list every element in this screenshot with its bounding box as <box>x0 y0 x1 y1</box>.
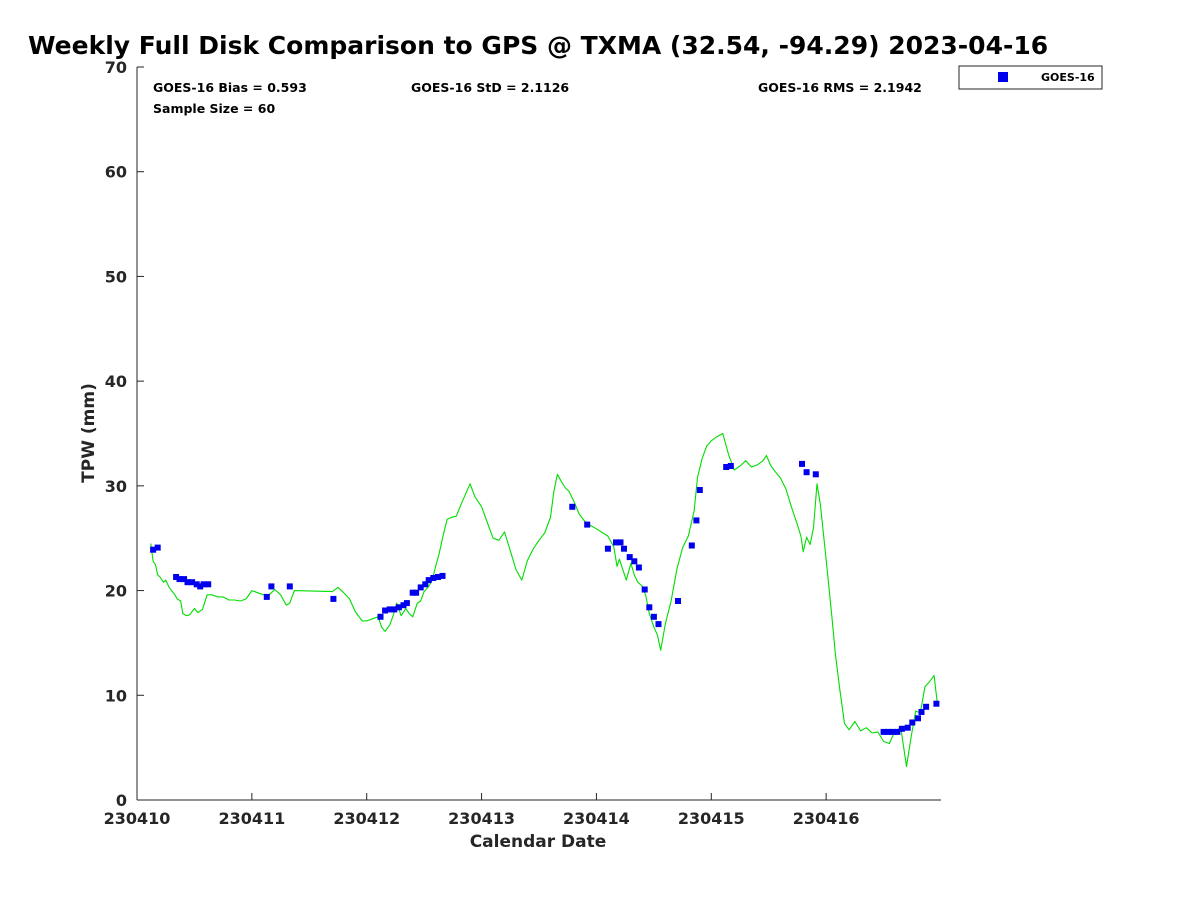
goes16-point <box>400 602 407 609</box>
x-axis-label: Calendar Date <box>470 832 607 852</box>
goes16-point <box>150 546 157 553</box>
goes16-point <box>918 709 925 715</box>
goes16-point <box>439 572 446 579</box>
goes16-point <box>189 579 196 586</box>
goes16-point <box>422 581 429 588</box>
goes16-point <box>631 558 638 565</box>
goes16-point <box>923 703 930 710</box>
goes16-point <box>675 598 681 604</box>
goes16-point <box>915 715 921 722</box>
x-tick-label: 230415 <box>678 809 745 828</box>
goes16-point <box>391 606 398 613</box>
x-tick-label: 230412 <box>333 809 400 828</box>
goes16-point <box>200 581 207 588</box>
goes16-point <box>621 545 627 552</box>
goes16-point <box>909 719 916 726</box>
goes16-point <box>650 613 657 620</box>
x-tick-label: 230410 <box>104 809 171 828</box>
goes16-point <box>330 595 337 602</box>
chart-title: Weekly Full Disk Comparison to GPS @ TXM… <box>28 31 1048 60</box>
plot-background <box>137 67 941 800</box>
legend-box <box>958 65 1103 90</box>
y-tick-label: 30 <box>105 477 127 496</box>
goes16-point <box>382 607 389 614</box>
goes16-point <box>430 575 437 581</box>
goes16-point <box>584 521 591 528</box>
x-tick-label: 230411 <box>218 809 285 828</box>
sample-size-stat: Sample Size = 60 <box>153 101 275 116</box>
goes16-point <box>173 574 180 580</box>
goes16-point <box>263 593 270 600</box>
y-tick-label: 50 <box>105 267 127 286</box>
y-tick-label: 10 <box>105 686 127 705</box>
goes16-point <box>626 554 633 561</box>
y-tick-label: 70 <box>105 58 127 77</box>
goes16-point <box>184 579 191 586</box>
goes16-point <box>613 539 619 546</box>
goes16-series <box>150 460 940 735</box>
y-tick-label: 60 <box>105 163 127 182</box>
goes16-point <box>386 606 393 613</box>
goes16-point <box>409 589 416 596</box>
goes16-point <box>604 545 611 552</box>
goes16-point <box>641 586 648 593</box>
goes16-point <box>812 471 819 478</box>
goes16-point <box>635 564 642 571</box>
goes16-point <box>286 583 293 590</box>
goes16-point <box>205 581 212 588</box>
goes16-point <box>727 463 734 469</box>
goes16-point <box>413 589 420 596</box>
goes16-point <box>696 487 703 493</box>
goes16-point <box>646 604 653 611</box>
goes16-point <box>434 574 441 580</box>
goes16-point <box>889 728 896 735</box>
y-tick-label: 20 <box>105 582 127 601</box>
goes16-point <box>898 725 905 732</box>
gps-series <box>150 432 939 768</box>
goes16-point <box>803 469 810 476</box>
goes16-point <box>403 600 410 607</box>
goes16-point <box>154 544 161 551</box>
goes16-point <box>425 577 432 584</box>
goes16-point <box>723 464 730 470</box>
goes16-point <box>268 583 275 590</box>
y-axis-label: TPW (mm) <box>79 383 99 483</box>
gps-line <box>150 432 939 768</box>
x-axis-ticks: 230410 230411 230412 230413 230414 230415 2304… <box>104 793 860 828</box>
goes16-point <box>176 576 183 583</box>
goes16-point <box>617 539 624 546</box>
y-tick-label: 0 <box>116 791 127 810</box>
x-tick-label: 230414 <box>563 809 630 828</box>
goes16-point <box>799 460 805 467</box>
goes16-point <box>693 517 700 524</box>
bias-stat: GOES-16 Bias = 0.593 <box>153 80 307 95</box>
goes16-point <box>880 728 887 735</box>
rms-stat: GOES-16 RMS = 2.1942 <box>758 80 922 95</box>
goes16-point <box>894 728 901 735</box>
goes16-point <box>377 613 384 620</box>
std-stat: GOES-16 StD = 2.1126 <box>411 80 569 95</box>
goes16-point <box>417 584 424 591</box>
goes16-point <box>933 700 940 707</box>
goes16-point <box>181 576 188 583</box>
legend-label-goes16: GOES-16 <box>1041 71 1095 84</box>
plot-area <box>136 67 941 801</box>
goes16-point <box>569 503 576 510</box>
goes16-point <box>688 542 695 549</box>
goes16-point <box>193 581 200 588</box>
x-tick-label: 230413 <box>448 809 515 828</box>
y-tick-label: 40 <box>105 372 127 391</box>
legend: GOES-16 <box>958 65 1103 90</box>
goes16-point <box>395 604 402 611</box>
goes16-point <box>197 583 204 590</box>
goes16-point <box>885 728 892 735</box>
x-tick-label: 230416 <box>793 809 860 828</box>
legend-marker-goes16 <box>998 72 1008 82</box>
y-axis-ticks: 0 10 20 30 40 50 60 70 <box>105 58 144 810</box>
goes16-point <box>904 724 911 731</box>
goes16-point <box>655 621 662 628</box>
